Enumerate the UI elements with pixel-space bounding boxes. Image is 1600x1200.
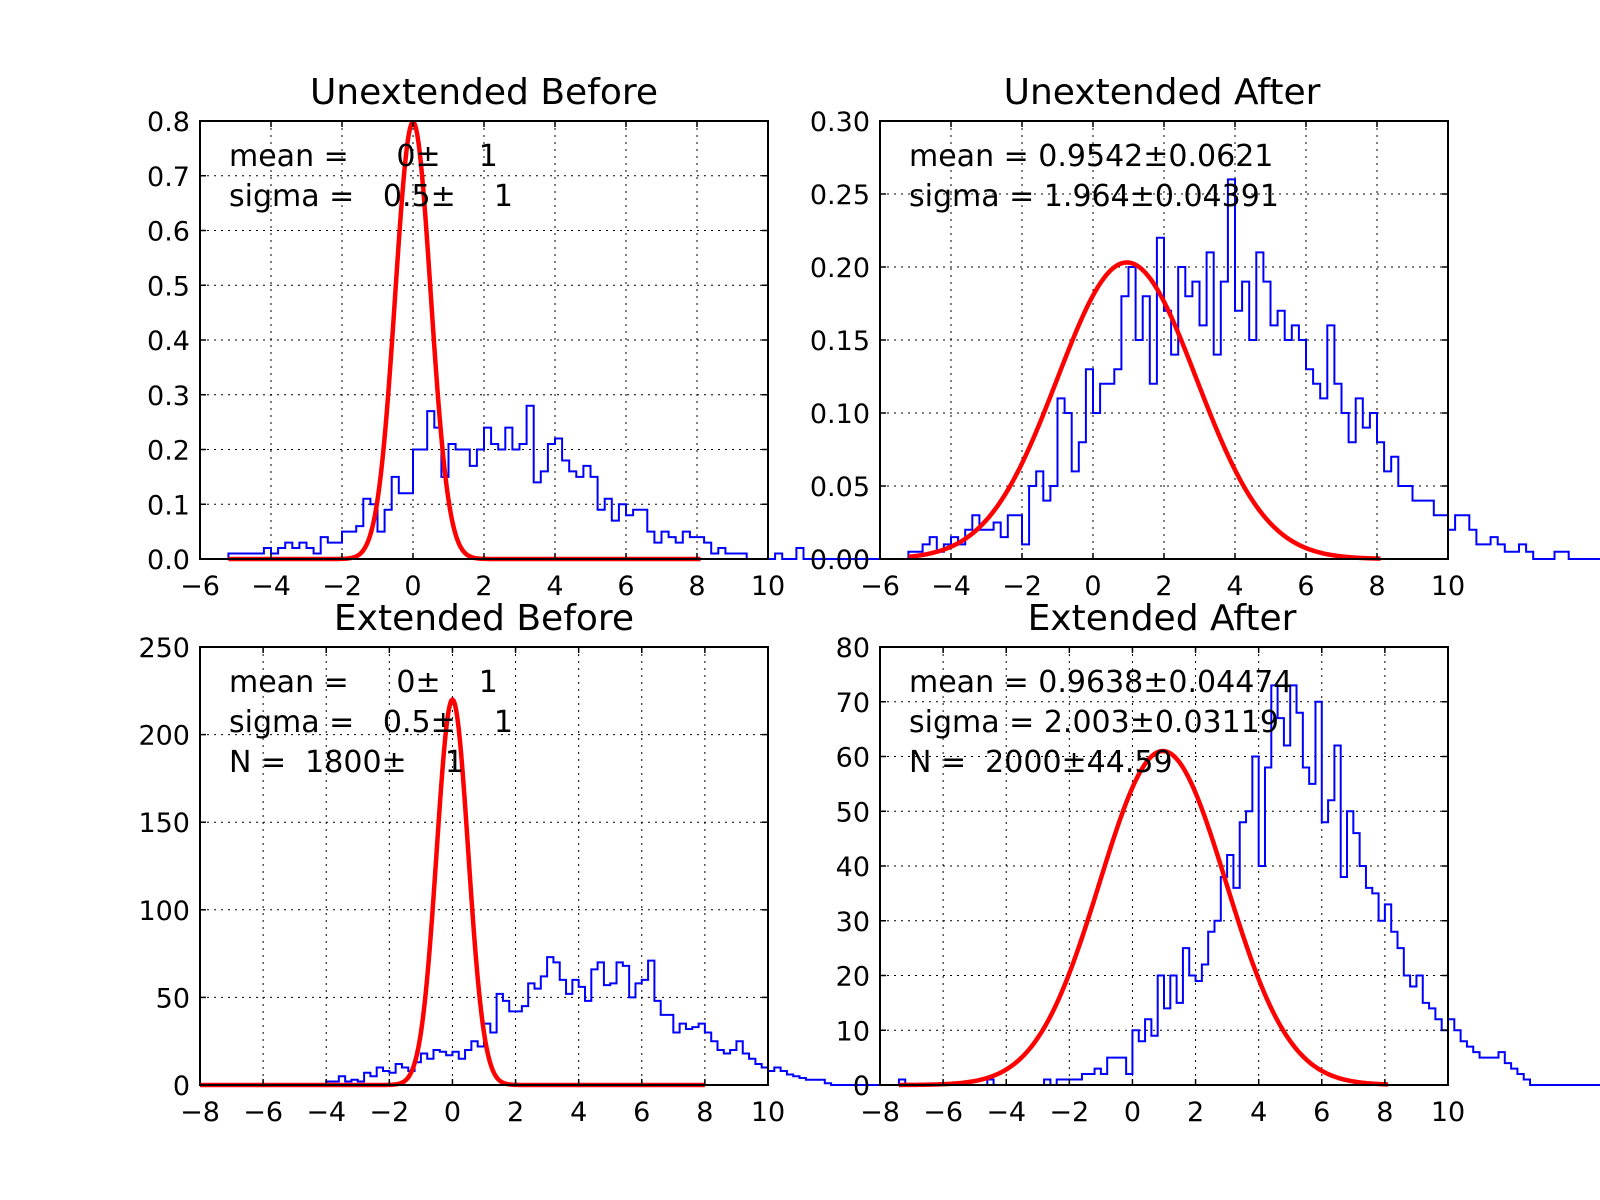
x-tick-label: 4 xyxy=(1226,571,1243,602)
x-tick-label: 4 xyxy=(570,1097,587,1128)
y-tick-label: 0.7 xyxy=(147,162,190,193)
x-tick-label: 8 xyxy=(1368,571,1385,602)
x-tick-label: −4 xyxy=(251,571,291,602)
x-tick-label: 2 xyxy=(475,571,492,602)
x-tick-label: 10 xyxy=(751,571,785,602)
y-tick-label: 50 xyxy=(836,797,870,828)
panel-title: Extended Before xyxy=(334,598,634,639)
x-tick-label: −4 xyxy=(306,1097,346,1128)
x-tick-label: 0 xyxy=(1084,571,1101,602)
fit-annotation: mean = 0.9542±0.0621 xyxy=(909,139,1273,174)
x-tick-label: −4 xyxy=(931,571,971,602)
y-tick-label: 30 xyxy=(836,907,870,938)
x-tick-label: 0 xyxy=(1124,1097,1141,1128)
x-tick-label: 0 xyxy=(444,1097,461,1128)
y-tick-label: 0 xyxy=(173,1071,190,1102)
y-tick-label: 0.05 xyxy=(810,472,870,503)
y-tick-label: 70 xyxy=(836,688,870,719)
x-tick-label: 4 xyxy=(1250,1097,1267,1128)
fit-annotation: sigma = 0.5± 1 xyxy=(229,705,513,740)
fit-annotation: sigma = 0.5± 1 xyxy=(229,179,513,214)
fit-annotation: mean = 0.9638±0.04474 xyxy=(909,665,1292,700)
histogram-series xyxy=(227,404,896,560)
y-tick-label: 0.8 xyxy=(147,107,190,138)
panel-extended-before: Extended Before −8 −6 −4 −2 0 2 4 6 8 10050100150… xyxy=(138,598,939,1128)
x-tick-label: −2 xyxy=(369,1097,409,1128)
x-tick-label: −6 xyxy=(923,1097,963,1128)
y-tick-label: 60 xyxy=(836,743,870,774)
y-tick-label: 0.20 xyxy=(810,253,870,284)
fit-annotation: sigma = 2.003±0.03119 xyxy=(909,705,1279,740)
fit-annotation: mean = 0± 1 xyxy=(229,665,498,700)
x-tick-label: −6 xyxy=(860,571,900,602)
y-tick-label: 0.4 xyxy=(147,326,190,357)
y-tick-label: 0.15 xyxy=(810,326,870,357)
y-tick-label: 0.25 xyxy=(810,180,870,211)
x-tick-label: 2 xyxy=(1187,1097,1204,1128)
panel-title: Unextended Before xyxy=(310,72,658,113)
x-tick-label: −6 xyxy=(180,571,220,602)
histogram-series xyxy=(218,956,939,1086)
x-tick-label: −2 xyxy=(1049,1097,1089,1128)
x-tick-label: 10 xyxy=(1431,571,1465,602)
fit-annotation: mean = 0± 1 xyxy=(229,139,498,174)
x-tick-label: −6 xyxy=(243,1097,283,1128)
x-tick-label: 8 xyxy=(696,1097,713,1128)
fit-curve xyxy=(897,748,1390,1088)
y-tick-label: 80 xyxy=(836,633,870,664)
x-tick-label: −2 xyxy=(1002,571,1042,602)
histogram-series xyxy=(897,684,1600,1086)
x-tick-label: 6 xyxy=(633,1097,650,1128)
y-tick-label: 0.30 xyxy=(810,107,870,138)
panel-title: Unextended After xyxy=(1004,72,1321,113)
panel-extended-after: Extended After −8 −6 −4 −2 0 2 4 6 8 10 0 10 20 30 40 5… xyxy=(836,598,1600,1128)
x-tick-label: 8 xyxy=(1376,1097,1393,1128)
y-tick-label: 100 xyxy=(138,896,190,927)
y-tick-label: 0.00 xyxy=(810,545,870,576)
histogram-series xyxy=(907,178,1600,560)
fit-annotation: N = 1800± 1 xyxy=(229,745,464,780)
y-tick-label: 20 xyxy=(836,962,870,993)
x-tick-label: 2 xyxy=(1155,571,1172,602)
x-tick-label: 10 xyxy=(1431,1097,1465,1128)
y-tick-label: 150 xyxy=(138,808,190,839)
y-tick-label: 0.2 xyxy=(147,436,190,467)
y-tick-label: 250 xyxy=(138,633,190,664)
panel-unextended-before: Unextended Before −6 −4 −2 0 2 4 6 8 10 0.0 0.1 0.2… xyxy=(147,72,896,602)
x-tick-label: 0 xyxy=(404,571,421,602)
x-tick-label: −2 xyxy=(322,571,362,602)
y-tick-label: 0.3 xyxy=(147,381,190,412)
plot-frame xyxy=(199,646,769,1086)
fit-annotation: N = 2000±44.59 xyxy=(909,745,1173,780)
y-tick-label: 0.0 xyxy=(147,545,190,576)
x-tick-label: −8 xyxy=(180,1097,220,1128)
x-tick-label: 2 xyxy=(507,1097,524,1128)
y-tick-label: 0.6 xyxy=(147,217,190,248)
y-tick-label: 0.5 xyxy=(147,271,190,302)
y-tick-label: 0.10 xyxy=(810,399,870,430)
x-tick-label: 6 xyxy=(617,571,634,602)
panel-unextended-after: Unextended After −6 −4 −2 0 2 4 6 8 10 0.00 0.05 0.… xyxy=(810,72,1600,602)
x-tick-label: 6 xyxy=(1313,1097,1330,1128)
x-tick-label: −8 xyxy=(860,1097,900,1128)
y-tick-label: 40 xyxy=(836,852,870,883)
x-tick-label: −4 xyxy=(986,1097,1026,1128)
panel-title: Extended After xyxy=(1028,598,1297,639)
y-tick-label: 50 xyxy=(156,983,190,1014)
x-tick-label: 10 xyxy=(751,1097,785,1128)
y-tick-label: 0 xyxy=(853,1071,870,1102)
y-tick-label: 10 xyxy=(836,1016,870,1047)
x-tick-label: 6 xyxy=(1297,571,1314,602)
x-tick-label: 4 xyxy=(546,571,563,602)
y-tick-label: 200 xyxy=(138,721,190,752)
fit-curve xyxy=(907,260,1382,561)
fit-annotation: sigma = 1.964±0.04391 xyxy=(909,179,1279,214)
x-tick-label: 8 xyxy=(688,571,705,602)
y-tick-label: 0.1 xyxy=(147,490,190,521)
